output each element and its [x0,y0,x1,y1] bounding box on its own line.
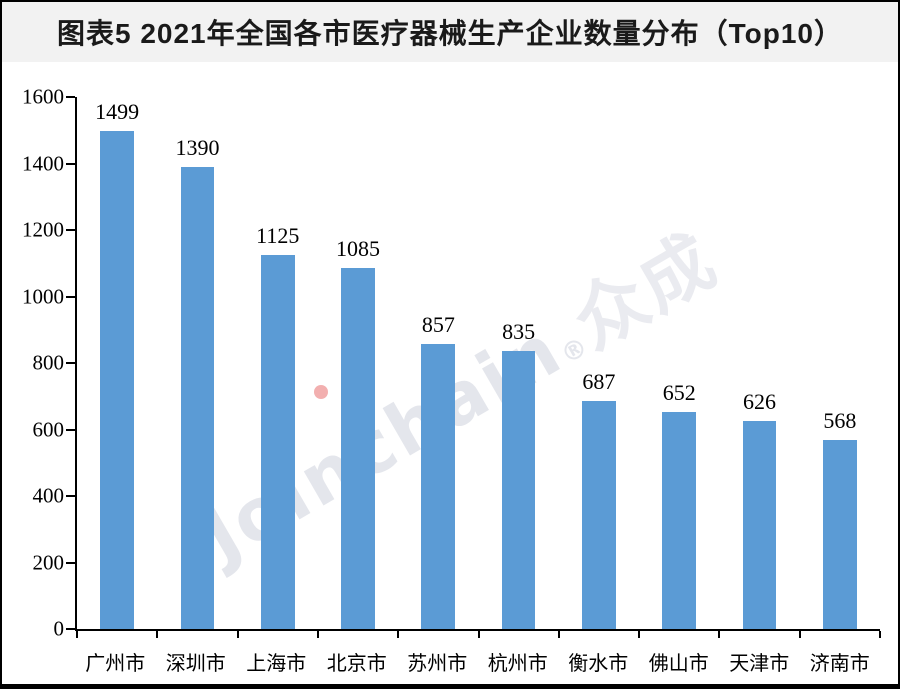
x-tick-mark [316,631,319,638]
x-axis-labels: 广州市 深圳市 上海市 北京市 苏州市 杭州市 衡水市 佛山市 天津市 济南市 [75,647,880,676]
chart-title-bar: 图表5 2021年全国各市医疗器械生产企业数量分布（Top10） [2,2,898,62]
x-category-label: 北京市 [326,653,387,675]
x-tick-mark [397,631,400,638]
bar-value-label: 835 [502,319,536,345]
x-tick-mark [156,631,159,638]
bar [662,412,697,629]
bar-value-label: 1390 [175,134,220,160]
y-tick-mark [66,295,75,298]
y-tick-mark [66,561,75,564]
y-tick-label: 200 [32,550,65,574]
bar-value-label: 857 [421,312,455,338]
bar [180,166,215,629]
bar-value-label: 626 [743,388,777,414]
y-tick-label: 800 [32,350,65,375]
bar [421,344,456,629]
x-tick-mark [477,631,480,638]
x-tick-mark [879,631,881,638]
bar-value-label: 1085 [336,236,381,262]
x-category-label: 深圳市 [165,653,226,675]
chart-title: 图表5 2021年全国各市医疗器械生产企业数量分布（Top10） [56,18,844,49]
y-tick-mark [66,362,75,364]
x-category-label: 广州市 [85,653,146,675]
y-tick-mark [66,229,75,231]
x-category-label: 苏州市 [407,653,468,675]
bar-value-label: 652 [662,380,696,406]
bar-category: 687 [559,97,639,629]
bar-category: 857 [398,97,478,629]
bar [582,400,616,629]
bar-category: 626 [719,97,799,629]
x-category-label: 佛山市 [648,653,709,675]
y-tick-label: 1600 [22,84,64,109]
y-tick-mark [66,428,75,431]
x-tick-mark [76,631,78,638]
bar-category: 652 [639,97,719,629]
bar-category: 1085 [318,97,398,629]
x-category-label: 杭州市 [487,653,548,675]
bar-category: 835 [478,97,558,629]
x-tick-mark [798,631,801,638]
bar [260,254,295,629]
y-axis: 0 200 400 600 800 1000 1200 1400 1600 [22,86,880,639]
bars-container: 1499 1390 1125 1085 857 835 687 652 626 568 [77,97,880,629]
y-tick-label: 1000 [22,284,64,308]
y-tick-mark [66,96,75,98]
x-category-label: 衡水市 [568,653,629,675]
bar-value-label: 1499 [95,98,140,124]
x-axis [76,97,881,638]
y-tick-label: 0 [53,616,65,641]
y-tick-mark [66,628,75,630]
x-tick-mark [718,631,721,638]
x-tick-mark [236,631,239,638]
y-tick-mark [66,162,75,165]
bar-category: 1499 [77,97,157,629]
bar [341,268,375,629]
y-tick-label: 1200 [22,217,64,242]
bar-value-label: 687 [582,368,616,394]
x-category-label: 天津市 [729,653,790,675]
y-tick-label: 400 [32,483,65,508]
bar [822,440,857,629]
x-tick-mark [638,631,641,638]
y-tick-mark [66,495,75,497]
bar [742,420,777,629]
bar-category: 568 [800,97,880,629]
bar [501,351,536,629]
y-tick-label: 1400 [22,151,64,175]
bar-value-label: 1125 [256,222,300,248]
bar [100,130,134,629]
bar-category: 1125 [238,97,318,629]
y-tick-label: 600 [32,417,65,441]
plot-area: 0 200 400 600 800 1000 1200 1400 1600 1499 1390 11… [22,86,881,639]
x-category-label: 济南市 [809,653,870,675]
bar-value-label: 568 [823,408,857,434]
chart-area: Joinchain®众成 0 200 400 600 800 1000 1200 1400 16… [2,62,898,684]
x-tick-mark [557,631,560,638]
bar-category: 1390 [157,97,237,629]
x-category-label: 上海市 [246,653,307,675]
